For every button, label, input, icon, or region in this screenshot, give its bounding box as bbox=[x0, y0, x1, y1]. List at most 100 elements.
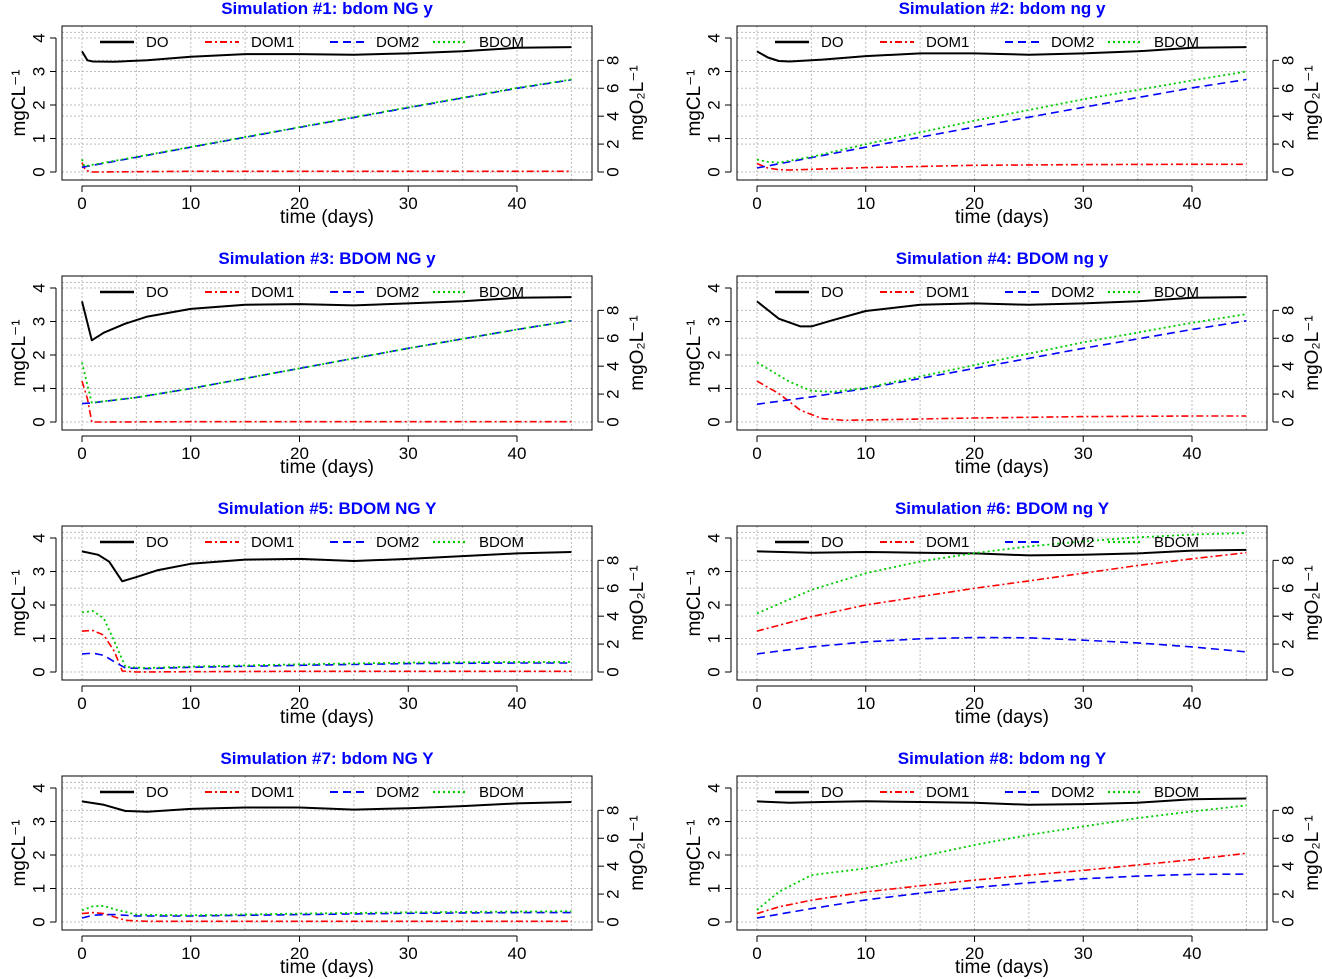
y2-axis-label: mgO₂L⁻¹ bbox=[627, 65, 648, 140]
legend-label-dom2: DOM2 bbox=[1051, 284, 1094, 301]
y-tick-label: 3 bbox=[704, 567, 723, 576]
y-tick-label: 1 bbox=[704, 884, 723, 893]
y2-tick-label: 2 bbox=[603, 889, 622, 898]
y2-tick-label: 0 bbox=[1278, 917, 1297, 926]
plot-box bbox=[736, 275, 1268, 431]
y2-tick-label: 8 bbox=[1278, 56, 1297, 65]
y2-axis-label: mgO₂L⁻¹ bbox=[1302, 315, 1322, 390]
series-line-dom1 bbox=[81, 162, 572, 173]
x-axis-label: time (days) bbox=[955, 957, 1049, 978]
x-tick-label: 40 bbox=[1183, 444, 1202, 463]
x-axis-label: time (days) bbox=[280, 457, 374, 478]
y-tick-label: 0 bbox=[29, 417, 48, 426]
y2-tick-label: 0 bbox=[603, 167, 622, 176]
x-tick-label: 20 bbox=[965, 194, 984, 213]
x-axis-label: time (days) bbox=[280, 957, 374, 978]
x-tick-label: 20 bbox=[290, 694, 309, 713]
y2-tick-label: 8 bbox=[1278, 556, 1297, 565]
x-tick-label: 40 bbox=[1183, 194, 1202, 213]
y2-tick-label: 6 bbox=[1278, 834, 1297, 843]
y2-tick-label: 6 bbox=[603, 834, 622, 843]
y2-tick-label: 2 bbox=[1278, 639, 1297, 648]
series-line-bdom bbox=[81, 610, 572, 669]
x-axis-label: time (days) bbox=[280, 207, 374, 228]
x-tick-label: 30 bbox=[399, 444, 418, 463]
y2-tick-label: 0 bbox=[1278, 417, 1297, 426]
chart-title: Simulation #6: BDOM ng Y bbox=[895, 499, 1110, 518]
legend-label-bdom: BDOM bbox=[1154, 784, 1199, 801]
legend-label-dom1: DOM1 bbox=[926, 34, 969, 51]
y2-axis-label: mgO₂L⁻¹ bbox=[1302, 65, 1322, 140]
y2-tick-label: 6 bbox=[1278, 334, 1297, 343]
y-axis-label: mgCL⁻¹ bbox=[684, 569, 705, 636]
series-line-bdom bbox=[81, 78, 572, 168]
y-tick-label: 3 bbox=[29, 817, 48, 826]
y-tick-label: 0 bbox=[29, 667, 48, 676]
legend-label-do: DO bbox=[821, 784, 844, 801]
series-line-dom2 bbox=[81, 652, 572, 670]
y-tick-label: 1 bbox=[704, 134, 723, 143]
y2-tick-label: 8 bbox=[603, 806, 622, 815]
y-tick-label: 0 bbox=[29, 167, 48, 176]
legend-label-dom2: DOM2 bbox=[1051, 534, 1094, 551]
series-line-dom2 bbox=[756, 873, 1247, 919]
legend-label-bdom: BDOM bbox=[1154, 534, 1199, 551]
y-tick-label: 2 bbox=[704, 600, 723, 609]
y-tick-label: 0 bbox=[704, 667, 723, 676]
y-tick-label: 3 bbox=[704, 817, 723, 826]
x-tick-label: 40 bbox=[1183, 944, 1202, 963]
legend-label-bdom: BDOM bbox=[479, 34, 524, 51]
plot-box bbox=[61, 525, 593, 681]
y-tick-label: 4 bbox=[29, 283, 48, 292]
legend-label-do: DO bbox=[821, 284, 844, 301]
y-tick-label: 1 bbox=[29, 384, 48, 393]
chart-title: Simulation #7: bdom NG Y bbox=[220, 749, 434, 768]
y2-tick-label: 2 bbox=[1278, 889, 1297, 898]
y-tick-label: 2 bbox=[704, 850, 723, 859]
legend-label-dom1: DOM1 bbox=[926, 534, 969, 551]
series-line-dom1 bbox=[756, 162, 1247, 171]
x-tick-label: 0 bbox=[752, 944, 761, 963]
y2-tick-label: 6 bbox=[603, 84, 622, 93]
legend-label-do: DO bbox=[146, 34, 169, 51]
legend-label-dom2: DOM2 bbox=[376, 34, 419, 51]
legend-label-dom2: DOM2 bbox=[376, 784, 419, 801]
series-line-bdom bbox=[81, 905, 572, 917]
y-tick-label: 1 bbox=[29, 134, 48, 143]
x-tick-label: 20 bbox=[290, 944, 309, 963]
y-tick-label: 3 bbox=[704, 317, 723, 326]
y2-tick-label: 6 bbox=[603, 334, 622, 343]
y2-tick-label: 4 bbox=[1278, 861, 1297, 870]
chart-title: Simulation #5: BDOM NG Y bbox=[218, 499, 437, 518]
plot-box bbox=[736, 775, 1268, 931]
legend-label-do: DO bbox=[146, 784, 169, 801]
plot-box bbox=[736, 525, 1268, 681]
y-tick-label: 4 bbox=[29, 783, 48, 792]
y2-axis-label: mgO₂L⁻¹ bbox=[1302, 815, 1322, 890]
x-tick-label: 10 bbox=[856, 944, 875, 963]
series-line-do bbox=[81, 800, 572, 813]
legend-label-bdom: BDOM bbox=[479, 284, 524, 301]
y-axis-label: mgCL⁻¹ bbox=[684, 319, 705, 386]
x-tick-label: 10 bbox=[181, 694, 200, 713]
series-line-do bbox=[756, 296, 1247, 328]
y2-tick-label: 0 bbox=[1278, 667, 1297, 676]
y-tick-label: 2 bbox=[29, 600, 48, 609]
y2-tick-label: 4 bbox=[603, 861, 622, 870]
x-tick-label: 0 bbox=[752, 444, 761, 463]
y-tick-label: 0 bbox=[29, 917, 48, 926]
y2-axis-label: mgO₂L⁻¹ bbox=[627, 815, 648, 890]
legend-label-do: DO bbox=[821, 34, 844, 51]
series-line-dom2 bbox=[756, 320, 1247, 405]
x-tick-label: 40 bbox=[508, 194, 527, 213]
x-tick-label: 40 bbox=[508, 694, 527, 713]
y2-tick-label: 6 bbox=[1278, 584, 1297, 593]
x-tick-label: 40 bbox=[508, 944, 527, 963]
y-tick-label: 2 bbox=[29, 850, 48, 859]
